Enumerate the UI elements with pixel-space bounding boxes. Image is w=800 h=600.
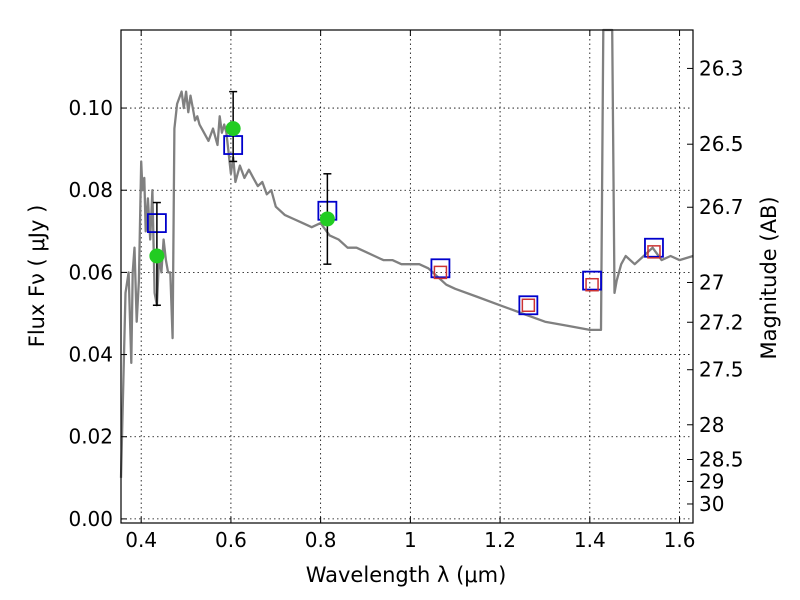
y2-tick-label: 30: [699, 492, 724, 516]
y-axis-label: Flux Fν ( μJy ): [25, 205, 49, 348]
y2-tick-label: 26.3: [699, 56, 744, 80]
x-tick-label: 0.8: [305, 528, 337, 552]
y2-tick-label: 28: [699, 413, 724, 437]
y2-tick-label: 27: [699, 270, 724, 294]
x-tick-label: 1.4: [574, 528, 606, 552]
model-spectrum-line: [119, 28, 694, 478]
y-tick-label: 0.08: [68, 178, 113, 202]
model-flux-square: [582, 270, 602, 291]
y-tick-label: 0.02: [68, 425, 113, 449]
y2-axis-label: Magnitude (AB): [757, 196, 781, 359]
upper-limit-square: [433, 265, 448, 280]
observed-flux-point: [149, 248, 165, 264]
observed-flux-point: [319, 211, 335, 227]
observed-flux-point: [225, 121, 241, 137]
y2-tick-label: 26.7: [699, 195, 744, 219]
y-tick-label: 0.06: [68, 260, 113, 284]
model-flux-square: [518, 295, 539, 316]
series-layer: [119, 28, 694, 478]
y-tick-label: 0.04: [68, 343, 113, 367]
y2-tick-label: 26.5: [699, 132, 744, 156]
axis-ticks: 0.4 0.6 0.8 1 1.2 1.4 1.6 0.00 0.02 0.04 0.06 0.08 0…: [68, 30, 744, 552]
upper-limit-square: [647, 245, 661, 259]
x-tick-label: 1.6: [664, 528, 696, 552]
x-tick-label: 1.2: [484, 528, 516, 552]
model-flux-square: [644, 237, 664, 258]
plot-frame: [120, 29, 694, 524]
x-tick-label: 0.6: [215, 528, 247, 552]
y2-tick-label: 27.5: [699, 358, 744, 382]
upper-limit-square: [521, 298, 536, 313]
y2-tick-label: 28.5: [699, 448, 744, 472]
y2-tick-label: 29: [699, 469, 724, 493]
y-tick-label: 0.00: [68, 507, 113, 531]
upper-limit-square: [585, 277, 599, 292]
x-axis-label: Wavelength λ (μm): [306, 563, 507, 587]
model-flux-square: [430, 258, 451, 279]
x-tick-label: 0.4: [125, 528, 157, 552]
grid-lines: [121, 30, 693, 523]
y2-tick-label: 27.2: [699, 310, 744, 334]
y-tick-label: 0.10: [68, 96, 113, 120]
x-tick-label: 1: [404, 528, 417, 552]
